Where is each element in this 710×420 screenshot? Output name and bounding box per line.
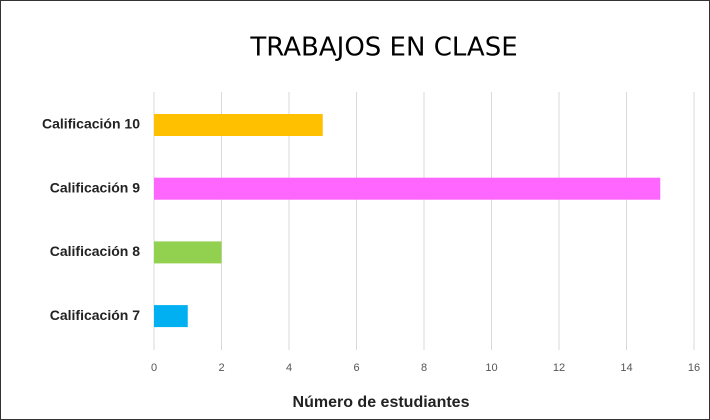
x-tick-label: 0 — [151, 362, 157, 374]
x-tick-label: 2 — [218, 362, 224, 374]
bar — [154, 114, 323, 136]
y-tick-label: Calificación 9 — [50, 179, 140, 195]
bar — [154, 177, 661, 200]
x-tick-label: 16 — [688, 362, 700, 374]
x-tick-label: 4 — [286, 362, 292, 374]
x-tick-label: 12 — [553, 362, 565, 374]
bar — [154, 305, 188, 328]
bar — [154, 241, 222, 264]
x-axis-label: Número de estudiantes — [293, 394, 470, 411]
x-tick-label: 6 — [353, 362, 359, 374]
x-tick-label: 10 — [485, 362, 497, 374]
x-tick-label: 8 — [421, 362, 427, 374]
chart-title: TRABAJOS EN CLASE — [249, 33, 517, 63]
y-tick-label: Calificación 8 — [50, 243, 140, 259]
y-tick-label: Calificación 10 — [42, 116, 140, 132]
y-tick-label: Calificación 7 — [50, 307, 140, 323]
x-tick-label: 14 — [620, 362, 632, 374]
